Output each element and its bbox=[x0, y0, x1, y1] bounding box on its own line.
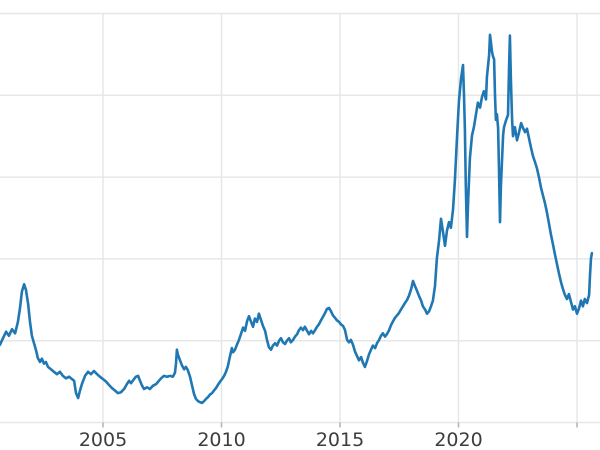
gridlines bbox=[0, 12, 600, 424]
x-axis-tick-label: 2015 bbox=[316, 429, 364, 450]
x-axis-tick-label: 2005 bbox=[79, 429, 127, 450]
price-line-series bbox=[0, 33, 594, 405]
x-axis-tick-label: 2010 bbox=[197, 429, 245, 450]
x-axis-tick-label: 2020 bbox=[434, 429, 482, 450]
x-axis-tick-labels: 2005 2010 2015 2020 bbox=[79, 429, 483, 450]
x-axis-ticks bbox=[102, 422, 578, 428]
